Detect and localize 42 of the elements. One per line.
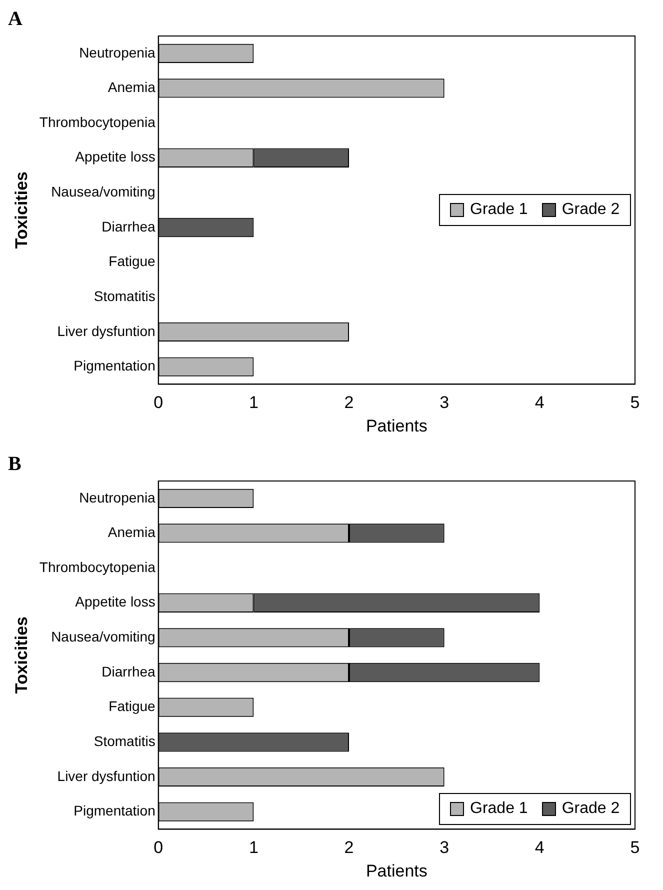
y-tick-label: Anemia bbox=[108, 79, 156, 96]
x-tick-label: 4 bbox=[534, 838, 544, 858]
x-tick-label: 4 bbox=[534, 393, 544, 412]
y-tick-label: Diarrhea bbox=[102, 663, 156, 680]
x-tick-label: 5 bbox=[630, 838, 640, 858]
x-axis-title: Patients bbox=[366, 861, 428, 880]
x-tick-label: 1 bbox=[248, 838, 258, 858]
y-tick-label: Pigmentation bbox=[74, 358, 156, 374]
legend-label: Grade 1 bbox=[470, 800, 528, 818]
x-tick-label: 2 bbox=[344, 838, 354, 858]
y-tick-label: Thrombocytopenia bbox=[39, 558, 156, 575]
y-tick-label: Fatigue bbox=[108, 698, 156, 714]
y-tick-label: Neutropenia bbox=[79, 489, 156, 506]
y-tick-label: Anemia bbox=[108, 524, 156, 540]
x-tick-label: 5 bbox=[630, 393, 640, 412]
chart-title: B bbox=[8, 453, 22, 476]
x-tick-label: 3 bbox=[440, 393, 450, 412]
x-tick-label: 2 bbox=[344, 393, 354, 412]
y-axis-title: Toxicities bbox=[12, 616, 31, 694]
legend-label: Grade 1 bbox=[470, 201, 528, 220]
x-tick-label: 0 bbox=[154, 393, 164, 412]
y-tick-label: Appetite loss bbox=[75, 594, 156, 610]
y-axis-title: Toxicities bbox=[12, 172, 31, 249]
y-tick-label: Thrombocytopenia bbox=[39, 114, 156, 130]
y-tick-label: Nausea/vomiting bbox=[51, 628, 156, 645]
chart-title: A bbox=[8, 8, 23, 30]
legend-label: Grade 2 bbox=[562, 201, 620, 220]
legend-label: Grade 2 bbox=[562, 800, 620, 818]
x-tick-label: 3 bbox=[440, 838, 450, 858]
y-tick-label: Pigmentation bbox=[74, 802, 156, 819]
y-tick-label: Appetite loss bbox=[75, 148, 156, 165]
y-tick-label: Stomatitis bbox=[94, 288, 156, 304]
y-tick-label: Liver dysfuntion bbox=[57, 322, 156, 339]
y-tick-label: Neutropenia bbox=[79, 44, 156, 60]
y-tick-label: Liver dysfuntion bbox=[57, 768, 156, 784]
x-tick-label: 1 bbox=[248, 393, 258, 412]
x-tick-label: 0 bbox=[154, 838, 164, 858]
x-axis-title: Patients bbox=[366, 416, 428, 436]
y-tick-label: Diarrhea bbox=[102, 218, 156, 234]
y-tick-label: Nausea/vomiting bbox=[51, 184, 156, 200]
y-tick-label: Stomatitis bbox=[94, 733, 156, 750]
y-tick-label: Fatigue bbox=[108, 253, 156, 270]
